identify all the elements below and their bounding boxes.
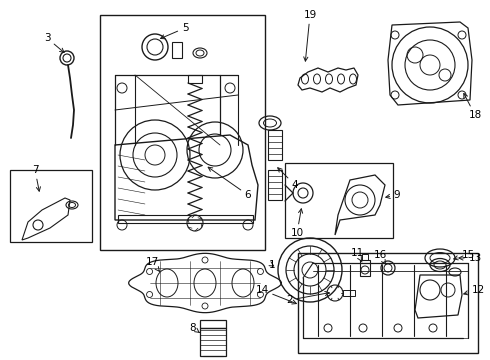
Text: 16: 16: [373, 250, 387, 264]
Bar: [118, 215, 253, 223]
Text: 9: 9: [386, 190, 400, 200]
Bar: [200, 328, 226, 356]
Text: 4: 4: [278, 168, 298, 190]
Bar: [285, 163, 393, 238]
Text: 1: 1: [269, 260, 275, 270]
Bar: [200, 320, 226, 328]
Bar: [172, 42, 182, 58]
Text: 17: 17: [146, 257, 159, 271]
Text: 15: 15: [454, 250, 475, 260]
Text: 8: 8: [190, 323, 199, 333]
Text: 7: 7: [32, 165, 41, 191]
Bar: [268, 170, 282, 200]
Bar: [100, 15, 265, 250]
Text: 19: 19: [303, 10, 317, 61]
Bar: [298, 253, 478, 353]
Text: 10: 10: [291, 209, 304, 238]
Text: 2: 2: [287, 292, 329, 305]
Text: 3: 3: [44, 33, 64, 53]
Text: 13: 13: [459, 253, 482, 263]
Bar: [362, 254, 368, 260]
Text: 6: 6: [208, 167, 251, 200]
Bar: [188, 75, 202, 83]
Bar: [360, 260, 370, 276]
Text: 12: 12: [464, 285, 485, 295]
Text: 5: 5: [161, 23, 188, 39]
Text: 14: 14: [255, 285, 296, 304]
Text: 18: 18: [464, 94, 482, 120]
Bar: [343, 290, 355, 296]
Text: 11: 11: [350, 248, 364, 262]
Bar: [268, 130, 282, 160]
Bar: [10, 170, 92, 242]
